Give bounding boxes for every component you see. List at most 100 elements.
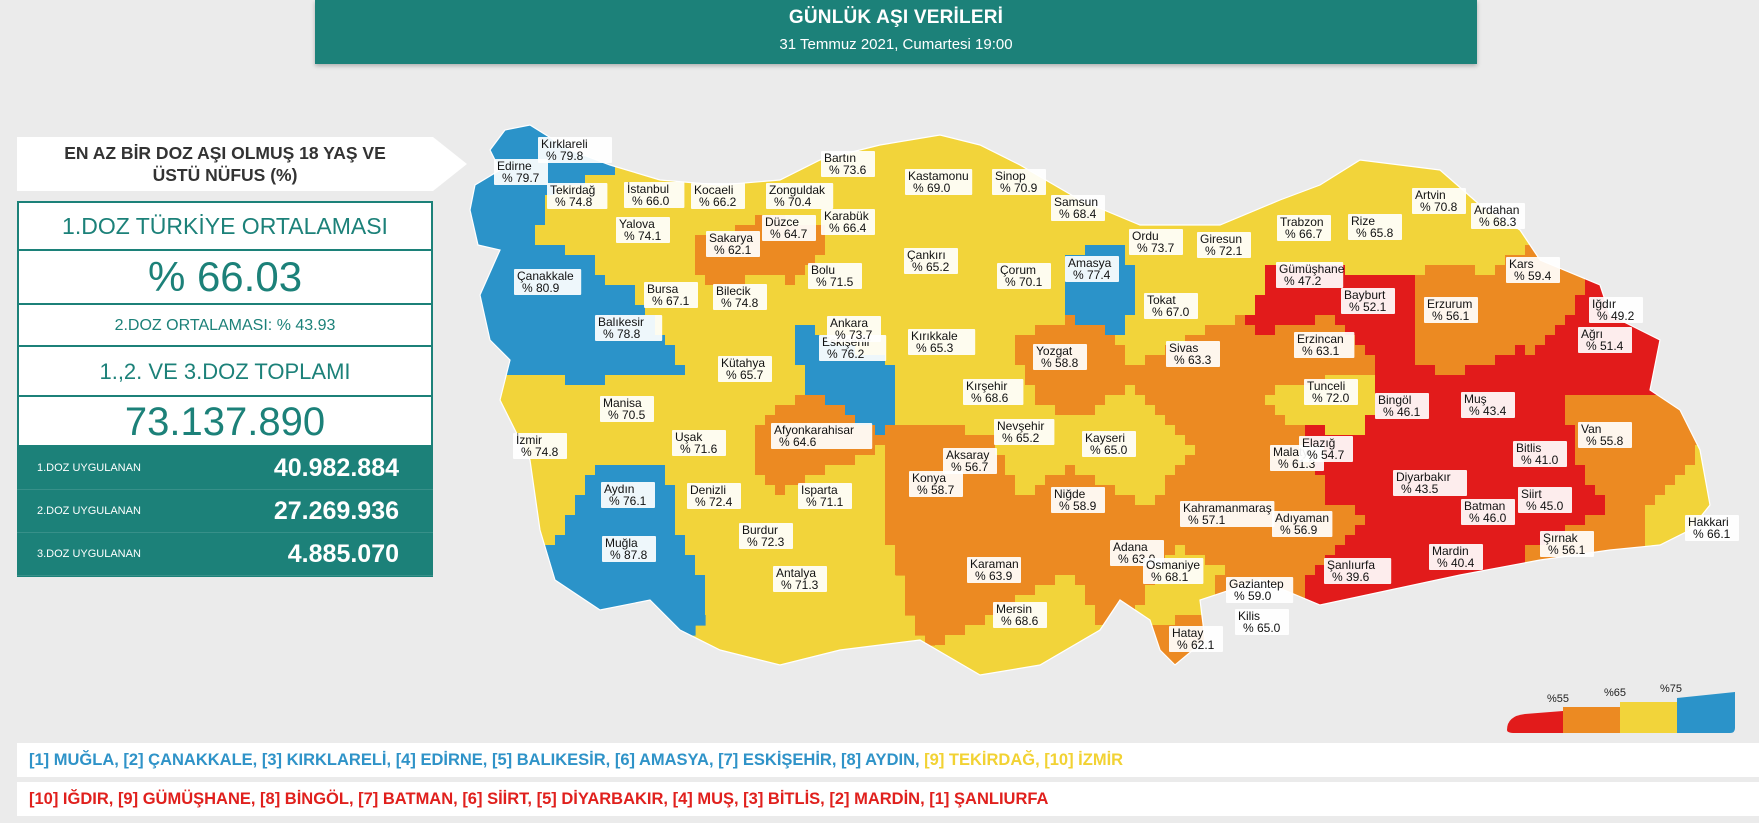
province-label[interactable]: Ağrı% 51.4 bbox=[1578, 327, 1632, 353]
dose-row-value: 40.982.884 bbox=[273, 454, 399, 482]
province-label[interactable]: Mersin% 68.6 bbox=[993, 602, 1047, 628]
province-label[interactable]: Kars% 59.4 bbox=[1506, 257, 1560, 283]
province-label[interactable]: Kırıkkale% 65.3 bbox=[908, 329, 976, 355]
province-label[interactable]: Denizli% 72.4 bbox=[687, 483, 741, 509]
province-label[interactable]: Konya% 58.7 bbox=[909, 471, 963, 497]
province-label[interactable]: Kütahya% 65.7 bbox=[718, 356, 772, 382]
ranking-rank: [3] bbox=[743, 790, 764, 808]
province-label[interactable]: Kayseri% 65.0 bbox=[1082, 431, 1136, 457]
province-name: Kocaeli bbox=[694, 183, 733, 197]
province-label[interactable]: Kahramanmaraş% 57.1 bbox=[1180, 501, 1275, 527]
province-label[interactable]: Afyonkarahisar% 64.6 bbox=[771, 423, 873, 449]
province-label[interactable]: Kastamonu% 69.0 bbox=[905, 169, 973, 195]
province-label[interactable]: Batman% 46.0 bbox=[1461, 499, 1515, 525]
province-label[interactable]: Gümüşhane% 47.2 bbox=[1276, 262, 1345, 288]
province-label[interactable]: Uşak% 71.6 bbox=[672, 430, 726, 456]
province-label[interactable]: Balıkesir% 78.8 bbox=[595, 315, 663, 341]
province-label[interactable]: Bayburt% 52.1 bbox=[1341, 288, 1395, 314]
province-label[interactable]: Antalya% 71.3 bbox=[773, 566, 827, 592]
province-label[interactable]: Bolu% 71.5 bbox=[808, 263, 862, 289]
province-label[interactable]: Çorum% 70.1 bbox=[997, 263, 1051, 289]
province-value: % 65.0 bbox=[1090, 443, 1128, 457]
province-label[interactable]: Sinop% 70.9 bbox=[992, 169, 1046, 195]
province-name: Diyarbakır bbox=[1396, 470, 1451, 484]
province-label[interactable]: Aksaray% 56.7 bbox=[943, 448, 997, 474]
total-doses-value: 73.137.890 bbox=[17, 395, 433, 447]
province-label[interactable]: Ankara% 73.7 bbox=[827, 316, 881, 342]
province-label[interactable]: Tunceli% 72.0 bbox=[1304, 379, 1358, 405]
province-label[interactable]: Artvin% 70.8 bbox=[1412, 188, 1466, 214]
province-label[interactable]: Karaman% 63.9 bbox=[967, 557, 1021, 583]
province-label[interactable]: Çankırı% 65.2 bbox=[904, 248, 958, 274]
province-value: % 68.4 bbox=[1059, 207, 1097, 221]
province-label[interactable]: Yozgat% 58.8 bbox=[1033, 344, 1087, 370]
province-name: Konya bbox=[912, 471, 946, 485]
province-label[interactable]: Düzce% 64.7 bbox=[762, 215, 816, 241]
province-label[interactable]: Çanakkale% 80.9 bbox=[514, 269, 582, 295]
province-label[interactable]: Manisa% 70.5 bbox=[600, 396, 654, 422]
province-label[interactable]: Tokat% 67.0 bbox=[1144, 293, 1198, 319]
province-label[interactable]: Bitlis% 41.0 bbox=[1513, 441, 1567, 467]
province-label[interactable]: Bilecik% 74.8 bbox=[713, 284, 767, 310]
province-label-bg bbox=[1324, 558, 1392, 584]
province-label[interactable]: Bingöl% 46.1 bbox=[1375, 393, 1429, 419]
province-label[interactable]: Kırşehir% 68.6 bbox=[963, 379, 1024, 405]
province-value: % 73.7 bbox=[1137, 241, 1175, 255]
province-label[interactable]: Amasya% 77.4 bbox=[1065, 256, 1119, 282]
province-label[interactable]: Şanlıurfa% 39.6 bbox=[1324, 558, 1392, 584]
province-label[interactable]: Gaziantep% 59.0 bbox=[1226, 577, 1294, 603]
province-label[interactable]: Hakkari% 66.1 bbox=[1685, 515, 1739, 541]
province-value: % 56.1 bbox=[1432, 309, 1470, 323]
province-label[interactable]: Aydın% 76.1 bbox=[601, 482, 655, 508]
province-label[interactable]: Ordu% 73.7 bbox=[1129, 229, 1183, 255]
province-name: Mardin bbox=[1432, 544, 1469, 558]
province-label[interactable]: Muş% 43.4 bbox=[1461, 392, 1515, 418]
province-label[interactable]: Giresun% 72.1 bbox=[1197, 232, 1251, 258]
province-label[interactable]: Diyarbakır% 43.5 bbox=[1393, 470, 1467, 496]
province-label-bg bbox=[993, 602, 1047, 628]
province-label[interactable]: İstanbul% 66.0 bbox=[624, 182, 685, 208]
province-label[interactable]: Şırnak% 56.1 bbox=[1540, 531, 1594, 557]
province-label[interactable]: Rize% 65.8 bbox=[1348, 214, 1402, 240]
province-label[interactable]: Erzincan% 63.1 bbox=[1294, 332, 1355, 358]
province-label[interactable]: Tekirdağ% 74.8 bbox=[547, 183, 608, 209]
province-label[interactable]: Samsun% 68.4 bbox=[1051, 195, 1105, 221]
province-label[interactable]: Bartın% 73.6 bbox=[821, 151, 875, 177]
province-label[interactable]: Sakarya% 62.1 bbox=[706, 231, 760, 257]
page-date: 31 Temmuz 2021, Cumartesi 19:00 bbox=[779, 36, 1013, 53]
province-label[interactable]: Kırklareli% 79.8 bbox=[538, 137, 612, 163]
province-label[interactable]: Karabük% 66.4 bbox=[821, 209, 875, 235]
province-label[interactable]: Iğdır% 49.2 bbox=[1589, 297, 1643, 323]
ranking-item: [5] DİYARBAKIR, bbox=[537, 790, 673, 808]
province-label[interactable]: Niğde% 58.9 bbox=[1051, 487, 1105, 513]
province-label[interactable]: Yalova% 74.1 bbox=[616, 217, 670, 243]
province-label[interactable]: Ardahan% 68.3 bbox=[1471, 203, 1525, 229]
province-label-bg bbox=[904, 248, 958, 274]
province-label[interactable]: Kocaeli% 66.2 bbox=[691, 183, 745, 209]
province-label[interactable]: Sivas% 63.3 bbox=[1166, 341, 1220, 367]
province-label[interactable]: Trabzon% 66.7 bbox=[1277, 215, 1331, 241]
province-label[interactable]: Erzurum% 56.1 bbox=[1424, 297, 1478, 323]
province-label[interactable]: Siirt% 45.0 bbox=[1518, 487, 1572, 513]
province-label[interactable]: Nevşehir% 65.2 bbox=[994, 419, 1055, 445]
province-label[interactable]: Hatay% 62.1 bbox=[1169, 626, 1223, 652]
province-label[interactable]: Zonguldak% 70.4 bbox=[766, 183, 834, 209]
province-label[interactable]: Van% 55.8 bbox=[1578, 422, 1632, 448]
province-label[interactable]: Edirne% 79.7 bbox=[494, 159, 548, 185]
province-label[interactable]: Mardin% 40.4 bbox=[1429, 544, 1483, 570]
province-value: % 70.9 bbox=[1000, 181, 1038, 195]
province-label[interactable]: Adıyaman% 56.9 bbox=[1272, 511, 1333, 537]
province-label[interactable]: İzmir% 74.8 bbox=[513, 433, 567, 459]
ranking-item: [3] KIRKLARELİ, bbox=[262, 751, 396, 769]
province-name: Sinop bbox=[995, 169, 1026, 183]
province-label[interactable]: Elazığ% 54.7 bbox=[1299, 436, 1353, 462]
province-label-bg bbox=[687, 483, 741, 509]
province-label[interactable]: Burdur% 72.3 bbox=[739, 523, 793, 549]
province-label[interactable]: Isparta% 71.1 bbox=[798, 483, 852, 509]
province-label[interactable]: Osmaniye% 68.1 bbox=[1143, 558, 1204, 584]
province-value: % 68.6 bbox=[971, 391, 1009, 405]
province-label[interactable]: Kilis% 65.0 bbox=[1235, 609, 1289, 635]
province-label-bg bbox=[997, 263, 1051, 289]
province-label[interactable]: Muğla% 87.8 bbox=[602, 536, 656, 562]
province-label[interactable]: Bursa% 67.1 bbox=[644, 282, 698, 308]
